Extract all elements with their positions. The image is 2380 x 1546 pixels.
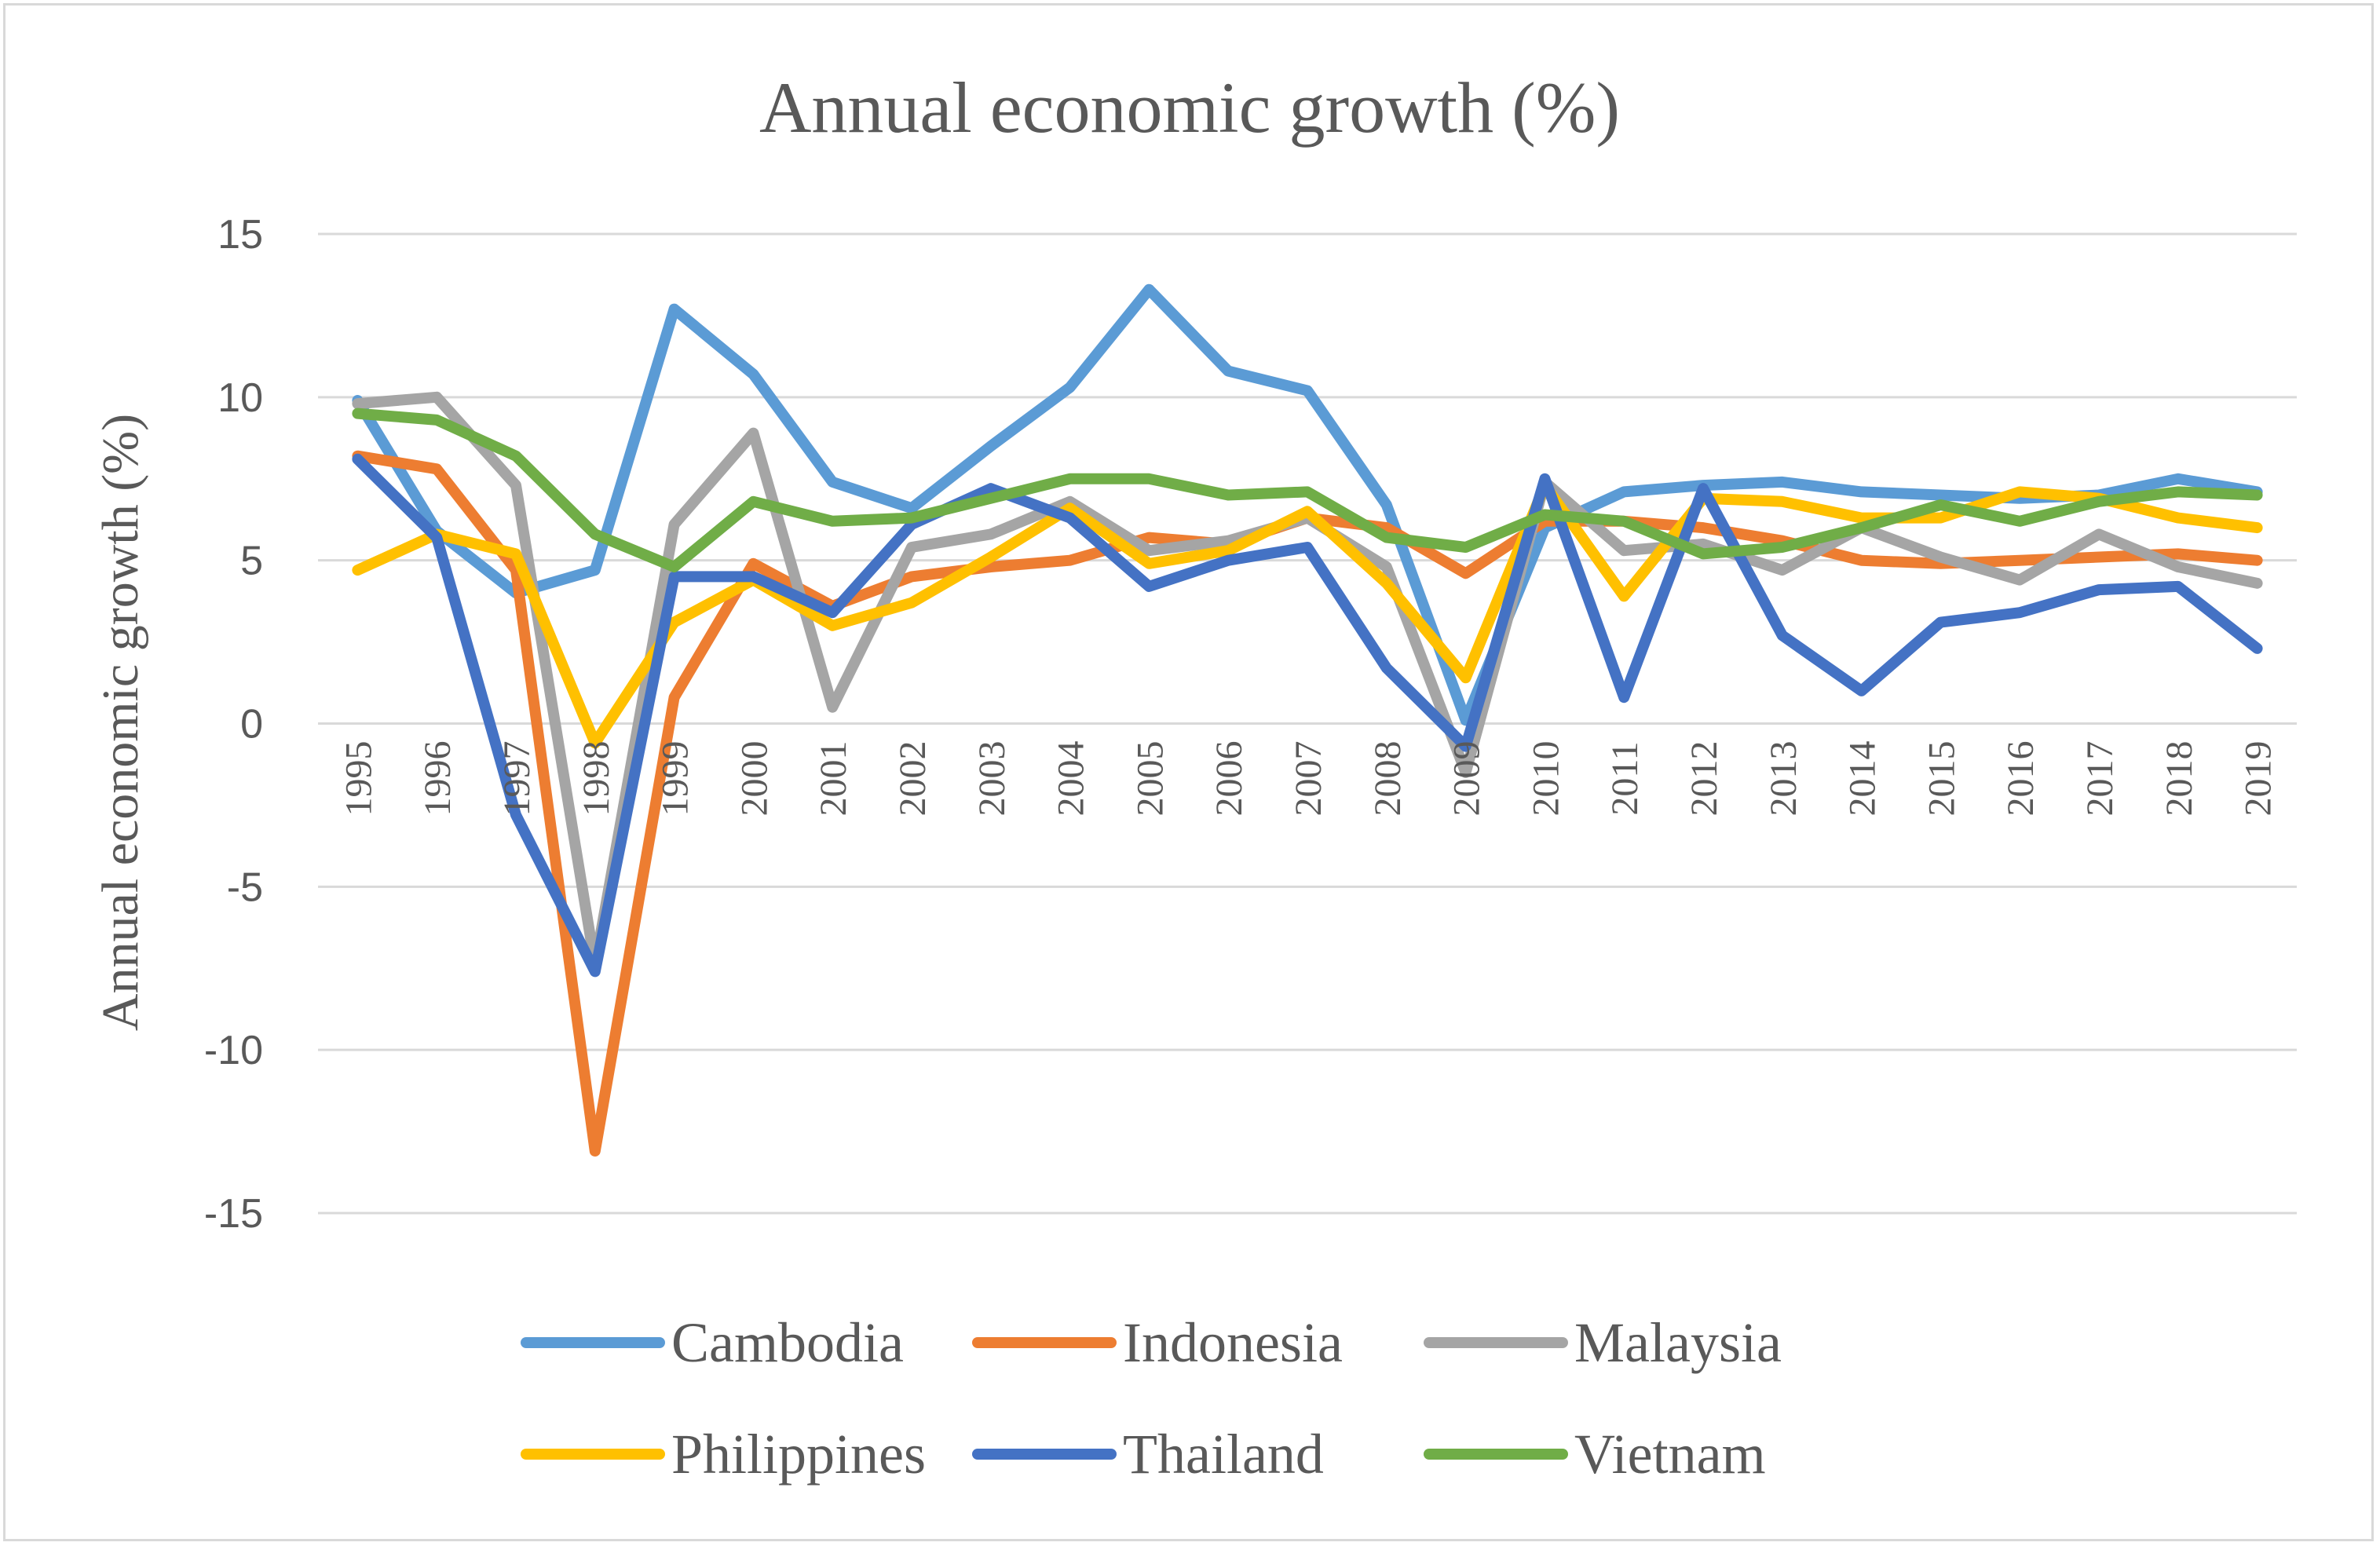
x-tick-label: 2001 (813, 741, 854, 817)
x-tick-label: 2018 (2159, 741, 2200, 817)
legend-label: Indonesia (1123, 1311, 1343, 1374)
x-tick-label: 2013 (1763, 741, 1804, 817)
x-tick-label: 2005 (1129, 741, 1171, 817)
series-line-cambodia (352, 283, 2263, 726)
legend-item-malaysia: Malaysia (1424, 1311, 1782, 1374)
x-tick-label: 2017 (2079, 741, 2121, 817)
y-tick-label: 5 (240, 539, 263, 584)
x-tick-label: 1995 (338, 741, 379, 817)
legend-label: Philippines (671, 1423, 926, 1486)
x-tick-label: 2014 (1842, 741, 1884, 817)
y-axis-label: Annual economic growth (%) (92, 414, 149, 1031)
x-tick-label: 1996 (417, 741, 459, 817)
legend-label: Thailand (1123, 1423, 1324, 1486)
x-tick-label: 2004 (1051, 741, 1092, 817)
y-tick-label: 15 (218, 212, 263, 258)
x-tick-label: 1998 (576, 741, 617, 817)
x-tick-label: 2009 (1446, 741, 1488, 817)
legend: Cambodia Indonesia Malaysia Philippines Thai… (521, 1311, 1782, 1486)
y-tick-label: 0 (240, 702, 263, 747)
legend-item-philippines: Philippines (521, 1423, 926, 1486)
y-tick-label: 10 (218, 375, 263, 421)
series-line-thailand (352, 453, 2263, 978)
y-axis-ticks: 15 10 5 0 -5 -10 -15 (204, 212, 263, 1237)
x-tick-label: 2002 (892, 741, 934, 817)
y-tick-label: -5 (227, 864, 263, 910)
series-line-vietnam (352, 408, 2263, 572)
series-line-philippines (352, 480, 2263, 749)
x-tick-label: 2012 (1684, 741, 1725, 817)
legend-item-vietnam: Vietnam (1424, 1423, 1766, 1486)
legend-item-thailand: Thailand (972, 1423, 1324, 1486)
y-tick-label: -10 (204, 1028, 263, 1073)
x-tick-label: 2006 (1208, 741, 1250, 817)
x-tick-label: 2003 (971, 741, 1013, 817)
x-tick-label: 2016 (2000, 741, 2042, 817)
legend-item-cambodia: Cambodia (521, 1311, 904, 1374)
series-lines (352, 283, 2263, 1157)
chart-frame (3, 3, 2374, 1541)
legend-label: Vietnam (1574, 1423, 1766, 1486)
x-tick-label: 2000 (733, 741, 775, 817)
x-axis-ticks: 1995 1996 1997 1998 1999 2000 2001 2002 2003 2004… (338, 741, 2279, 817)
x-tick-label: 1997 (496, 741, 538, 817)
chart-title: Annual economic growth (%) (759, 68, 1620, 148)
x-tick-label: 2007 (1288, 741, 1329, 817)
x-tick-label: 2008 (1367, 741, 1409, 817)
y-tick-label: -15 (204, 1191, 263, 1237)
x-tick-label: 2019 (2238, 741, 2279, 817)
x-tick-label: 1999 (655, 741, 696, 817)
x-tick-label: 2010 (1525, 741, 1567, 817)
x-tick-label: 2015 (1921, 741, 1962, 817)
legend-label: Malaysia (1574, 1311, 1782, 1374)
x-tick-label: 2011 (1604, 741, 1646, 815)
legend-label: Cambodia (671, 1311, 904, 1374)
legend-item-indonesia: Indonesia (972, 1311, 1343, 1374)
